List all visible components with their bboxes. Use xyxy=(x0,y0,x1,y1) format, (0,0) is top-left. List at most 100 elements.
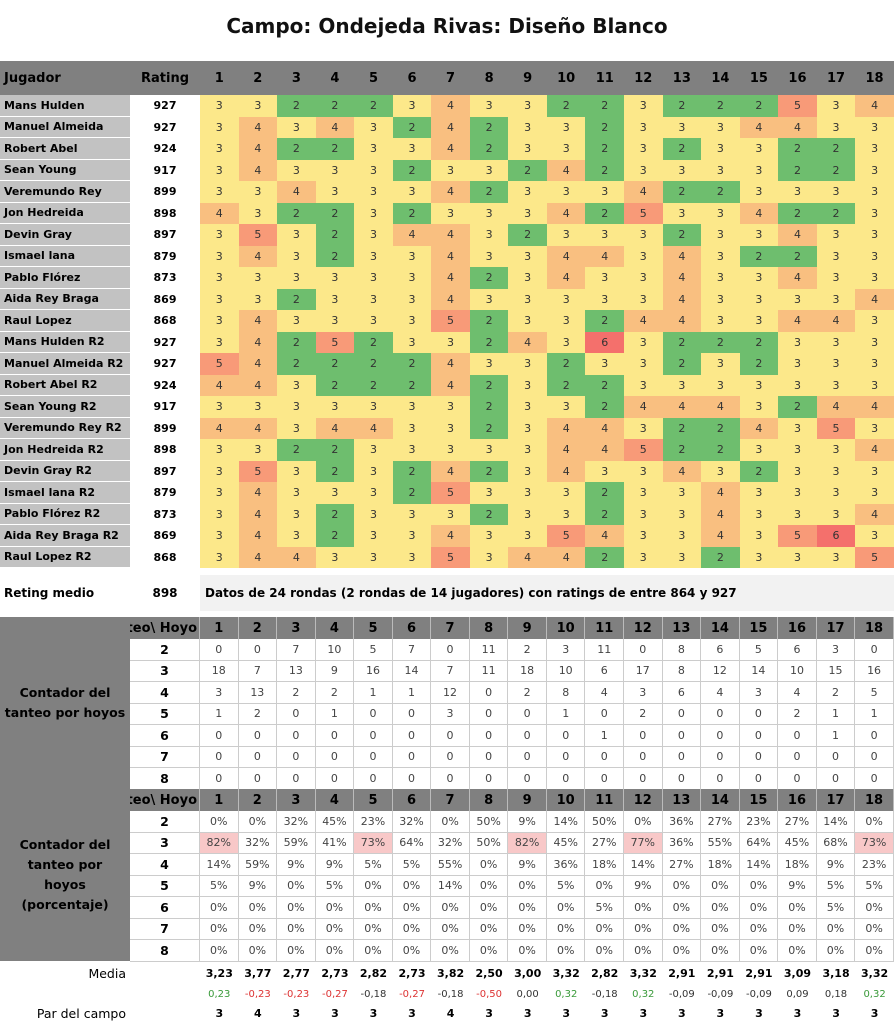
count-cell: 0 xyxy=(585,746,625,768)
count-cell: 82% xyxy=(200,832,239,854)
diff-row: 0,23 -0,23 -0,23 -0,27 -0,18 -0,27 -0,18 -0,50 0… xyxy=(0,985,894,1003)
score-cell: 3 xyxy=(855,202,894,224)
count-cell: 14% xyxy=(739,854,779,876)
score-cell: 3 xyxy=(816,116,856,138)
player-name: Jon Hedreida xyxy=(0,202,130,224)
count-cell: 0% xyxy=(739,940,779,962)
player-name: Manuel Almeida xyxy=(0,116,130,138)
score-cell: 4 xyxy=(238,374,278,396)
count-cell: 0% xyxy=(816,918,856,940)
count-cell: 11 xyxy=(469,639,509,661)
score-key: 3 xyxy=(130,832,200,854)
score-cell: 3 xyxy=(739,374,779,396)
score-cell: 4 xyxy=(624,310,663,332)
count-cell: 0% xyxy=(701,940,740,962)
count-cell: 64% xyxy=(739,832,779,854)
count-cell: 55% xyxy=(701,832,740,854)
score-cell: 3 xyxy=(508,288,547,310)
par-value: 3 xyxy=(292,1007,301,1020)
count-cell: 2 xyxy=(508,639,547,661)
score-cell: 4 xyxy=(315,417,355,439)
player-name: Veremundo Rey xyxy=(0,181,130,203)
diff-value: -0,23 xyxy=(283,988,310,1000)
count-cell: 0 xyxy=(701,746,740,768)
score-cell: 2 xyxy=(701,417,740,439)
score-cell: 3 xyxy=(315,267,355,289)
diff-value: 0,09 xyxy=(786,988,809,1000)
table-hole-header: 7 xyxy=(431,789,470,811)
score-cell: 3 xyxy=(315,482,355,504)
table-hole-header: 7 xyxy=(431,617,470,639)
counter-section: Contador del tanteo por hoyos Tanteo\ Ho… xyxy=(0,617,894,790)
count-cell: 0 xyxy=(238,639,278,661)
score-cell: 3 xyxy=(778,546,817,568)
count-cell: 32% xyxy=(238,832,278,854)
score-cell: 3 xyxy=(855,331,894,353)
score-cell: 2 xyxy=(662,439,702,461)
score-cell: 4 xyxy=(778,224,817,246)
score-cell: 4 xyxy=(238,159,278,181)
score-cell: 3 xyxy=(778,288,817,310)
score-cell: 4 xyxy=(277,181,316,203)
count-cell: 14 xyxy=(739,660,779,682)
par-value: 3 xyxy=(408,1007,416,1020)
score-cell: 3 xyxy=(392,138,432,160)
media-value: 3,09 xyxy=(783,966,812,980)
count-cell: 0 xyxy=(624,746,663,768)
count-cell: 18% xyxy=(585,854,625,876)
score-cell: 2 xyxy=(392,374,432,396)
score-cell: 4 xyxy=(546,439,586,461)
count-cell: 50% xyxy=(469,811,509,833)
count-cell: 8 xyxy=(546,682,586,704)
score-cell: 2 xyxy=(585,138,625,160)
score-cell: 3 xyxy=(624,546,663,568)
table-hole-header: 10 xyxy=(546,617,586,639)
player-name: Veremundo Rey R2 xyxy=(0,417,130,439)
table-hole-header: 14 xyxy=(701,617,740,639)
percent-label: Contador del tanteo por hoyos (porcentaj… xyxy=(0,789,130,961)
score-cell: 2 xyxy=(778,202,817,224)
count-cell: 0 xyxy=(431,639,470,661)
count-cell: 0 xyxy=(469,703,509,725)
score-cell: 4 xyxy=(431,116,470,138)
count-cell: 4 xyxy=(778,682,817,704)
count-cell: 14% xyxy=(200,854,239,876)
score-cell: 3 xyxy=(431,417,470,439)
score-cell: 3 xyxy=(354,116,393,138)
score-cell: 4 xyxy=(739,116,779,138)
score-cell: 3 xyxy=(662,503,702,525)
table-corner: Tanteo\ Hoyo xyxy=(130,789,200,811)
par-value: 3 xyxy=(485,1007,493,1020)
percent-table: Tanteo\ Hoyo1234567891011121314151617182… xyxy=(130,789,894,962)
score-cell: 3 xyxy=(315,310,355,332)
count-cell: 0 xyxy=(200,768,239,790)
count-cell: 0% xyxy=(855,897,894,919)
score-cell: 3 xyxy=(701,138,740,160)
header-hole: 15 xyxy=(739,61,779,95)
count-cell: 0 xyxy=(662,703,702,725)
score-cell: 3 xyxy=(739,546,779,568)
score-cell: 3 xyxy=(739,181,779,203)
count-cell: 0 xyxy=(662,746,702,768)
count-cell: 0% xyxy=(662,940,702,962)
count-cell: 0% xyxy=(277,940,316,962)
score-cell: 3 xyxy=(469,482,509,504)
score-cell: 4 xyxy=(546,202,586,224)
count-cell: 9% xyxy=(778,875,817,897)
header-hole: 12 xyxy=(624,61,663,95)
score-cell: 3 xyxy=(855,159,894,181)
score-key: 6 xyxy=(130,725,200,747)
table-hole-header: 8 xyxy=(469,617,509,639)
score-cell: 2 xyxy=(546,353,586,375)
score-cell: 3 xyxy=(739,482,779,504)
count-cell: 0% xyxy=(392,897,432,919)
score-cell: 3 xyxy=(546,503,586,525)
table-hole-header: 12 xyxy=(624,789,663,811)
count-cell: 0 xyxy=(855,639,894,661)
score-cell: 4 xyxy=(662,310,702,332)
count-cell: 0% xyxy=(624,897,663,919)
score-cell: 3 xyxy=(392,331,432,353)
score-cell: 3 xyxy=(701,310,740,332)
score-key: 4 xyxy=(130,854,200,876)
diff-value: 0,32 xyxy=(632,988,655,1000)
